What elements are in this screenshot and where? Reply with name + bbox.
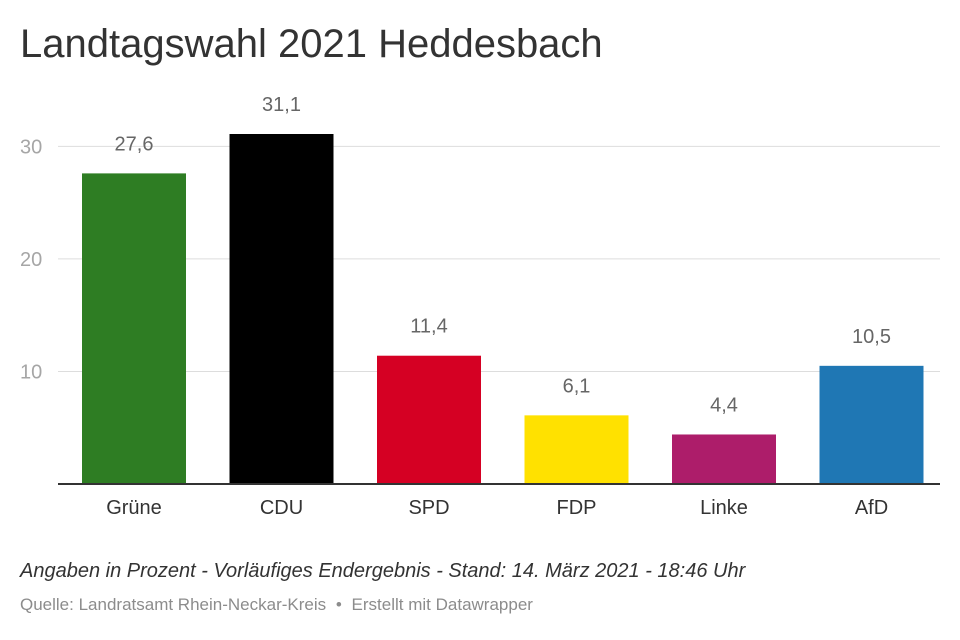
y-tick-label-30: 30 (20, 136, 42, 158)
bar-afd (819, 365, 924, 484)
gridlines (58, 145, 940, 372)
bar-fdp (524, 415, 629, 484)
bar-spd (377, 355, 481, 484)
source-separator: • (335, 595, 342, 614)
chart-title: Landtagswahl 2021 Heddesbach (20, 22, 603, 66)
bar-linke (672, 434, 776, 484)
category-label-spd: SPD (408, 497, 449, 519)
bar-cdu (229, 134, 334, 484)
category-label-afd: AfD (855, 497, 888, 519)
value-label-linke: 4,4 (710, 394, 738, 416)
bar-gr-ne (82, 173, 186, 484)
value-label-spd: 11,4 (410, 316, 447, 338)
bar-chart: 10 20 30 27,6 Grüne 31,1 CDU 11,4 SPD 6,1 FDP 4,4 Li… (20, 94, 940, 519)
value-label-cdu: 31,1 (262, 94, 301, 116)
category-label-fdp: FDP (557, 497, 597, 519)
y-tick-label-10: 10 (20, 361, 42, 383)
y-tick-label-20: 20 (20, 249, 42, 271)
source-line: Quelle: Landratsamt Rhein-Neckar-Kreis •… (20, 595, 533, 615)
category-label-gr-ne: Grüne (106, 497, 162, 519)
labels: 10 20 30 27,6 Grüne 31,1 CDU 11,4 SPD 6,1 FDP 4,4 Li… (20, 94, 891, 519)
bars (82, 134, 924, 484)
category-label-cdu: CDU (260, 497, 303, 519)
value-label-gr-ne: 27,6 (115, 133, 154, 155)
source-label: Quelle: Landratsamt Rhein-Neckar-Kreis (20, 595, 327, 614)
datawrapper-credit[interactable]: Erstellt mit Datawrapper (351, 595, 533, 614)
value-label-fdp: 6,1 (563, 375, 591, 397)
chart-notes: Angaben in Prozent - Vorläufiges Enderge… (20, 560, 746, 582)
value-label-afd: 10,5 (852, 326, 891, 348)
category-label-linke: Linke (700, 497, 748, 519)
